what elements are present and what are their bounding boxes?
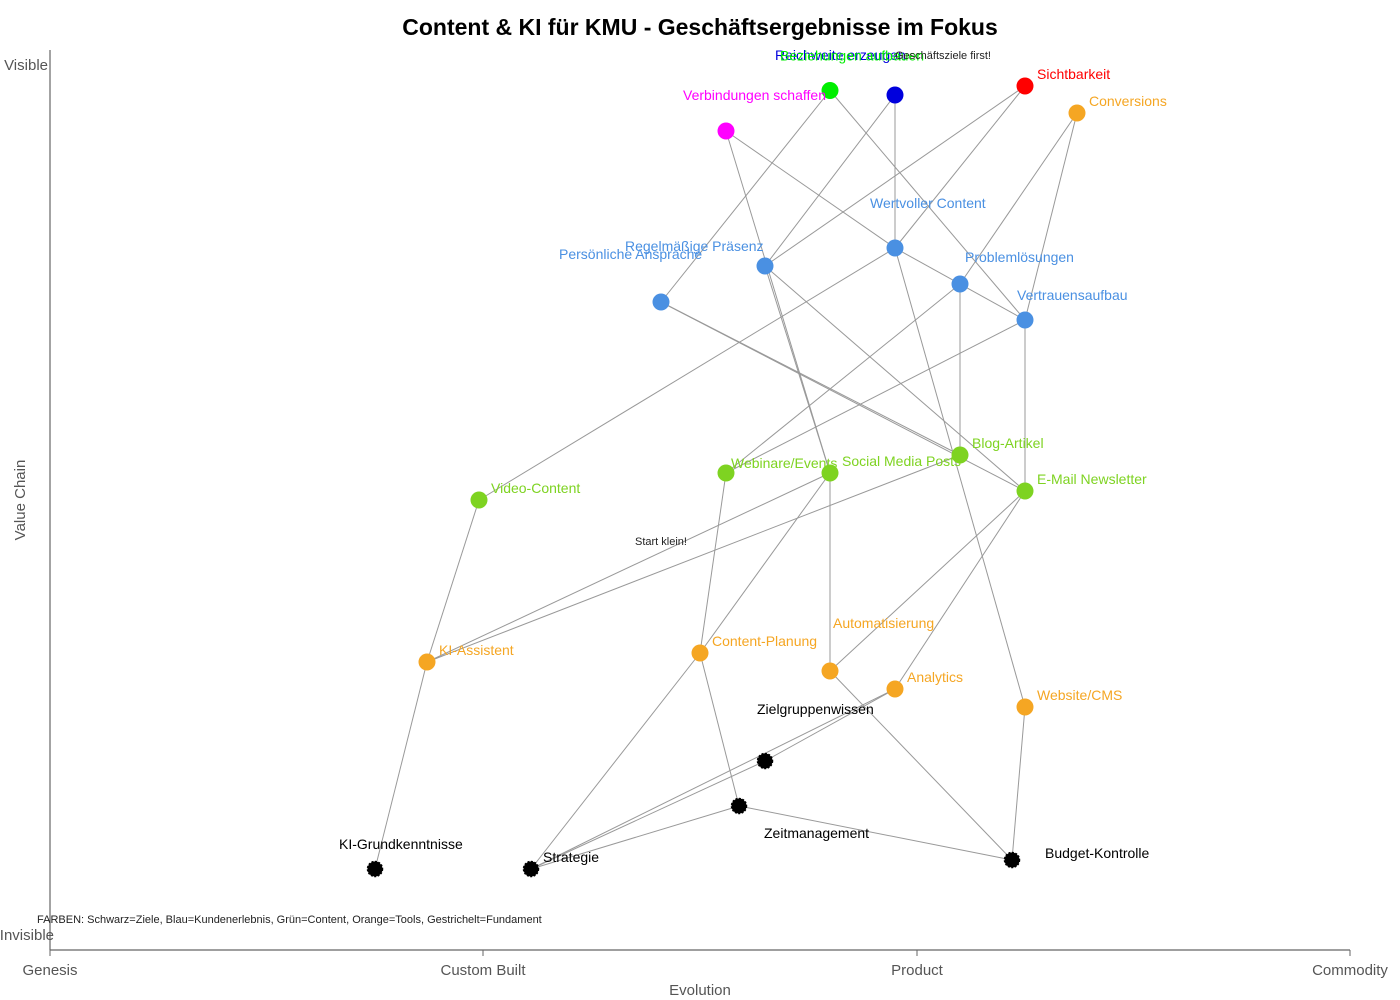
node-label-social: Social Media Posts bbox=[842, 453, 961, 469]
map-title: Content & KI für KMU - Geschäftsergebnis… bbox=[402, 14, 998, 40]
edge-analytics-zielgruppe bbox=[764, 688, 896, 762]
node-label-kiassistent: KI-Assistent bbox=[439, 642, 514, 658]
node-vertrauen[interactable] bbox=[1016, 311, 1034, 329]
edge-praesenz-social bbox=[764, 265, 831, 474]
node-label-beziehungen: Beziehungen aufbauen bbox=[780, 48, 924, 64]
node-strategie[interactable] bbox=[522, 860, 540, 878]
node-label-conversions: Conversions bbox=[1089, 93, 1167, 109]
node-label-vertrauen: Vertrauensaufbau bbox=[1017, 287, 1128, 303]
node-label-newsletter: E-Mail Newsletter bbox=[1037, 471, 1147, 487]
x-stage-genesis: Genesis bbox=[22, 962, 77, 979]
node-newsletter[interactable] bbox=[1016, 482, 1034, 500]
edge-newsletter-automatisierung bbox=[829, 490, 1026, 672]
edge-automatisierung-budget bbox=[829, 670, 1013, 861]
edge-conversions-problem bbox=[959, 112, 1078, 285]
edge-planung-zeit bbox=[699, 652, 740, 807]
y-bottom-label: Invisible bbox=[0, 927, 54, 944]
edge-verbindungen-social bbox=[725, 130, 831, 474]
node-video[interactable] bbox=[470, 491, 488, 509]
edge-zielgruppe-strategie bbox=[530, 760, 766, 870]
edge-wertvoller-video bbox=[478, 247, 896, 501]
node-label-blog: Blog-Artikel bbox=[972, 435, 1044, 451]
edge-beziehungen-vertrauen bbox=[829, 90, 1026, 321]
legend-note: FARBEN: Schwarz=Ziele, Blau=Kundenerlebn… bbox=[37, 914, 542, 926]
edge-vertrauen-webinare bbox=[725, 319, 1026, 474]
node-blog[interactable] bbox=[951, 446, 969, 464]
node-kiassistent[interactable] bbox=[418, 653, 436, 671]
x-stage-product: Product bbox=[891, 962, 944, 979]
node-social[interactable] bbox=[821, 464, 839, 482]
edge-problem-webinare bbox=[725, 283, 961, 474]
x-stage-custom-built: Custom Built bbox=[440, 962, 526, 979]
edge-social-kiassistent bbox=[426, 472, 831, 663]
node-beziehungen[interactable] bbox=[821, 82, 839, 99]
node-label-video: Video-Content bbox=[491, 480, 580, 496]
node-label-kigrund: KI-Grundkenntnisse bbox=[339, 836, 463, 852]
node-label-reichweite: Reichweite erzeugen bbox=[775, 47, 906, 63]
note-goals-first: Geschäftsziele first! bbox=[895, 50, 991, 62]
node-label-wertvoller: Wertvoller Content bbox=[870, 195, 986, 211]
edge-zeit-strategie bbox=[530, 805, 740, 870]
x-stage-commodity: Commodity bbox=[1312, 962, 1388, 979]
node-label-sichtbarkeit: Sichtbarkeit bbox=[1037, 66, 1110, 82]
x-axis-title: Evolution bbox=[669, 982, 731, 999]
edge-social-planung bbox=[699, 472, 831, 654]
edge-reichweite-praesenz bbox=[764, 94, 896, 267]
node-problem[interactable] bbox=[951, 275, 969, 293]
node-automatisierung[interactable] bbox=[821, 662, 839, 680]
node-label-website: Website/CMS bbox=[1037, 687, 1122, 703]
y-axis-title: Value Chain bbox=[12, 460, 29, 541]
node-label-automatisierung: Automatisierung bbox=[833, 615, 934, 631]
edge-planung-strategie bbox=[530, 652, 701, 870]
edge-sichtbarkeit-wertvoller bbox=[894, 85, 1026, 249]
node-conversions[interactable] bbox=[1068, 104, 1086, 122]
node-label-problem: Problemlösungen bbox=[965, 249, 1074, 265]
node-label-planung: Content-Planung bbox=[712, 633, 817, 649]
edge-webinare-planung bbox=[699, 472, 727, 654]
labels-layer: Sichtbarkeit Reichweite erzeugenBeziehung… bbox=[339, 47, 1167, 865]
edge-zeit-budget bbox=[738, 805, 1013, 861]
edge-newsletter-analytics bbox=[894, 490, 1026, 690]
edge-conversions-vertrauen bbox=[1024, 112, 1078, 321]
edge-praesenz-newsletter bbox=[764, 265, 1026, 492]
edge-wertvoller-website bbox=[894, 247, 1026, 708]
node-label-zeit: Zeitmanagement bbox=[764, 825, 869, 841]
node-verbindungen[interactable] bbox=[717, 122, 735, 140]
node-wertvoller[interactable] bbox=[886, 239, 904, 257]
node-zeit[interactable] bbox=[730, 797, 748, 815]
node-label-webinare: Webinare/Events bbox=[731, 455, 837, 471]
node-website[interactable] bbox=[1016, 698, 1034, 716]
edge-website-budget bbox=[1011, 706, 1026, 861]
node-label-zielgruppe: Zielgruppenwissen bbox=[757, 701, 874, 717]
node-planung[interactable] bbox=[691, 644, 709, 662]
edge-kiassistent-kigrund bbox=[374, 661, 428, 870]
edge-blog-kiassistent bbox=[426, 454, 961, 663]
node-label-strategie: Strategie bbox=[543, 849, 599, 865]
node-label-praesenz: Regelmäßige Präsenz bbox=[625, 238, 764, 254]
nodes-layer bbox=[366, 77, 1086, 878]
node-zielgruppe[interactable] bbox=[756, 752, 774, 770]
node-sichtbarkeit[interactable] bbox=[1016, 77, 1034, 95]
edge-video-kiassistent bbox=[426, 499, 480, 663]
node-reichweite[interactable] bbox=[886, 86, 904, 104]
edge-verbindungen-wertvoller bbox=[725, 130, 896, 249]
node-budget[interactable] bbox=[1003, 851, 1021, 869]
node-ansprache[interactable] bbox=[652, 293, 670, 311]
node-label-analytics: Analytics bbox=[907, 669, 963, 685]
node-kigrund[interactable] bbox=[366, 860, 384, 878]
node-label-budget: Budget-Kontrolle bbox=[1045, 845, 1150, 861]
node-label-ansprache: Persönliche Ansprache bbox=[559, 246, 702, 262]
y-top-label: Visible bbox=[4, 57, 48, 74]
note-start-small: Start klein! bbox=[635, 536, 687, 548]
node-praesenz[interactable] bbox=[756, 257, 774, 275]
node-label-verbindungen: Verbindungen schaffen bbox=[683, 87, 826, 103]
node-analytics[interactable] bbox=[886, 680, 904, 698]
node-webinare[interactable] bbox=[717, 464, 735, 482]
edge-analytics-strategie bbox=[530, 688, 896, 870]
